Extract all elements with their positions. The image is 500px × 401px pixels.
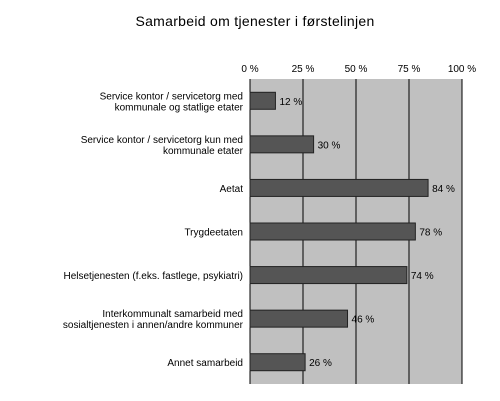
x-axis-ticks: 0 % 25 % 50 % 75 % 100 % bbox=[241, 64, 476, 75]
data-label: 84 % bbox=[432, 184, 455, 195]
bars bbox=[249, 91, 429, 372]
bar bbox=[249, 178, 429, 197]
data-label: 46 % bbox=[352, 315, 375, 326]
category-label: Service kontor / servicetorg kun med komm… bbox=[81, 135, 244, 157]
bar bbox=[249, 309, 349, 328]
data-labels: 12 % 30 % 84 % 78 % 74 % 46 % 26 % bbox=[279, 97, 455, 369]
chart-title: Samarbeid om tjenester i førstelinjen bbox=[135, 13, 374, 29]
tick-label: 100 % bbox=[448, 64, 476, 75]
bar bbox=[249, 135, 315, 154]
bar bbox=[249, 266, 408, 285]
data-label: 26 % bbox=[309, 358, 332, 369]
bar bbox=[249, 353, 306, 372]
category-label: Interkommunalt samarbeid med sosialtjenes… bbox=[63, 309, 244, 331]
tick-label: 75 % bbox=[398, 64, 421, 75]
category-labels: Service kontor / servicetorg med kommunal… bbox=[63, 91, 244, 369]
bar bbox=[249, 222, 416, 241]
category-label: Helsetjenesten (f.eks. fastlege, psykiat… bbox=[63, 271, 243, 282]
tick-label: 0 % bbox=[241, 64, 258, 75]
data-label: 12 % bbox=[279, 97, 302, 108]
data-label: 74 % bbox=[411, 271, 434, 282]
tick-label: 50 % bbox=[345, 64, 368, 75]
bar bbox=[249, 91, 276, 110]
category-label: Annet samarbeid bbox=[167, 358, 243, 369]
category-label: Trygdeetaten bbox=[184, 228, 243, 239]
data-label: 78 % bbox=[419, 228, 442, 239]
category-label: Aetat bbox=[220, 184, 244, 195]
data-label: 30 % bbox=[318, 140, 341, 151]
category-label: Service kontor / servicetorg med kommunal… bbox=[100, 91, 244, 113]
tick-label: 25 % bbox=[292, 64, 315, 75]
